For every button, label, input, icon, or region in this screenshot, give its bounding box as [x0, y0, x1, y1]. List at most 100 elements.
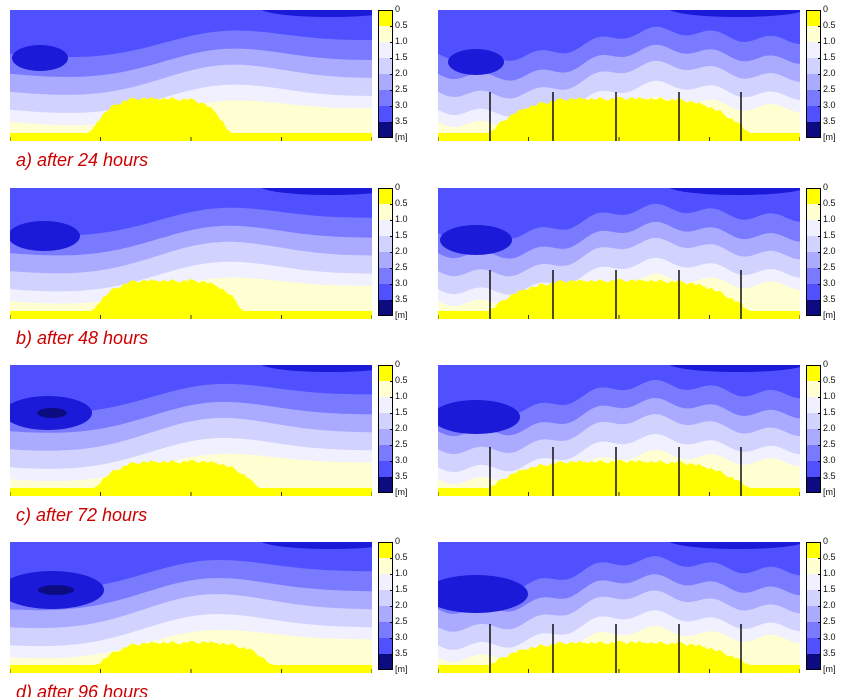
colorbar-unit: [m] — [823, 310, 836, 320]
colorbar-tick — [390, 188, 393, 189]
colorbar-level-label: 3.0 — [395, 455, 408, 465]
plot-without-groynes — [10, 365, 372, 496]
colorbar-swatch — [378, 413, 393, 429]
colorbar-swatch — [378, 300, 393, 316]
colorbar-level-label: 1.5 — [823, 230, 836, 240]
colorbar-tick — [390, 445, 393, 446]
colorbar-level-label: 3.0 — [395, 100, 408, 110]
colorbar-tick — [818, 413, 821, 414]
colorbar-tick — [818, 429, 821, 430]
colorbar-level-label: 0 — [395, 182, 401, 192]
colorbar-tick — [818, 252, 821, 253]
colorbar-tick — [818, 477, 821, 478]
colorbar-swatch — [378, 590, 393, 606]
plot-with-groynes — [438, 188, 800, 319]
colorbar-tick — [818, 397, 821, 398]
colorbar-level-label: 3.5 — [395, 648, 408, 658]
colorbar-swatch — [806, 268, 821, 284]
colorbar-tick — [390, 252, 393, 253]
colorbar-tick — [818, 542, 821, 543]
depth-contour-map — [438, 188, 800, 319]
colorbar-unit: [m] — [395, 487, 408, 497]
colorbar-tick — [818, 365, 821, 366]
deep-pocket — [448, 49, 504, 75]
colorbar-level-label: 0.5 — [395, 552, 408, 562]
colorbar-tick — [818, 10, 821, 11]
colorbar-level-label: 1.0 — [395, 568, 408, 578]
deep-channel-edge — [261, 365, 372, 372]
colorbar-swatch — [378, 654, 393, 670]
colorbar-swatch — [806, 300, 821, 316]
colorbar-tick — [818, 220, 821, 221]
colorbar-swatch — [378, 284, 393, 300]
colorbar-swatch — [806, 654, 821, 670]
colorbar-tick — [390, 638, 393, 639]
colorbar-level-label: 0 — [823, 536, 829, 546]
colorbar-swatch — [378, 236, 393, 252]
colorbar-tick — [818, 26, 821, 27]
colorbar-tick — [818, 590, 821, 591]
colorbar-swatch — [806, 188, 821, 204]
panel-caption: d) after 96 hours — [16, 682, 149, 697]
colorbar-tick — [390, 220, 393, 221]
colorbar-level-label: 2.5 — [395, 439, 408, 449]
colorbar-swatch — [378, 74, 393, 90]
colorbar-tick — [818, 74, 821, 75]
colorbar-unit: [m] — [823, 487, 836, 497]
colorbar-swatch — [806, 252, 821, 268]
colorbar-level-label: 2.0 — [823, 246, 836, 256]
deep-channel-edge — [669, 10, 800, 17]
colorbar-level-label: 0 — [395, 359, 401, 369]
depth-contour-map — [438, 365, 800, 496]
colorbar-tick — [390, 381, 393, 382]
deep-pocket — [438, 575, 528, 613]
colorbar-tick — [818, 268, 821, 269]
colorbar-tick — [390, 606, 393, 607]
colorbar-swatch — [378, 204, 393, 220]
colorbar-tick — [390, 74, 393, 75]
colorbar-tick — [390, 26, 393, 27]
deep-channel-edge — [261, 188, 372, 195]
colorbar-level-label: 1.0 — [395, 214, 408, 224]
colorbar-level-label: 0.5 — [823, 375, 836, 385]
deep-channel-edge — [261, 542, 372, 549]
colorbar-swatch — [378, 58, 393, 74]
colorbar-tick — [390, 300, 393, 301]
colorbar-swatch — [806, 606, 821, 622]
colorbar-swatch — [806, 204, 821, 220]
colorbar-level-label: 1.5 — [395, 407, 408, 417]
colorbar-swatch — [806, 381, 821, 397]
deep-channel-edge — [261, 10, 372, 17]
colorbar-level-label: 2.0 — [823, 68, 836, 78]
colorbar-level-label: 3.0 — [395, 632, 408, 642]
colorbar-level-label: 1.0 — [823, 568, 836, 578]
colorbar-swatch — [806, 74, 821, 90]
depth-contour-map — [438, 542, 800, 673]
colorbar-tick — [818, 654, 821, 655]
colorbar-level-label: 2.5 — [823, 84, 836, 94]
colorbar-level-label: 1.5 — [395, 230, 408, 240]
deep-channel-edge — [669, 365, 800, 372]
colorbar-level-label: 1.0 — [395, 36, 408, 46]
colorbar-tick — [818, 236, 821, 237]
colorbar-level-label: 0 — [395, 536, 401, 546]
colorbar-tick — [390, 58, 393, 59]
colorbar-tick — [390, 590, 393, 591]
colorbar-tick — [390, 477, 393, 478]
colorbar-swatch — [378, 477, 393, 493]
colorbar-level-label: 2.0 — [395, 423, 408, 433]
shoal-area — [10, 460, 372, 496]
colorbar-tick — [818, 638, 821, 639]
colorbar-swatch — [378, 220, 393, 236]
colorbar-level-label: 1.0 — [823, 391, 836, 401]
colorbar-swatch — [378, 429, 393, 445]
plot-without-groynes — [10, 542, 372, 673]
colorbar-tick — [390, 574, 393, 575]
colorbar-unit: [m] — [823, 664, 836, 674]
colorbar-level-label: 3.0 — [823, 455, 836, 465]
colorbar-level-label: 2.0 — [395, 246, 408, 256]
colorbar-tick — [818, 204, 821, 205]
colorbar-swatch — [378, 42, 393, 58]
colorbar-tick — [818, 558, 821, 559]
colorbar-level-label: 3.5 — [823, 648, 836, 658]
